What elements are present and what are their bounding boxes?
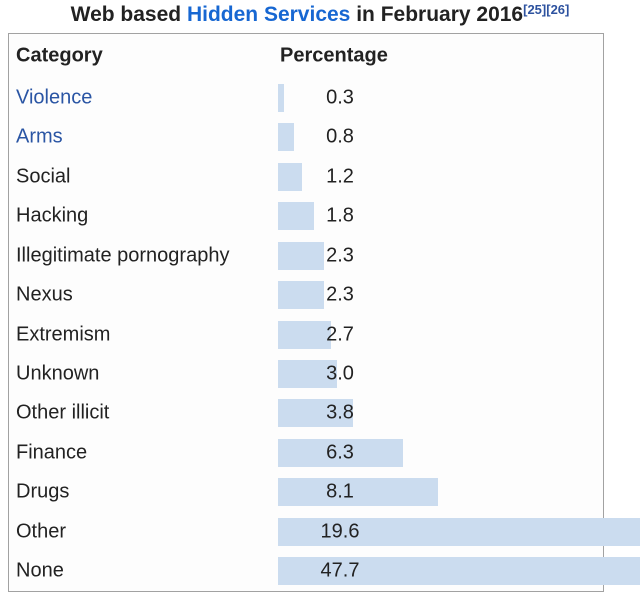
table-row: Nexus 2.3 bbox=[9, 275, 603, 314]
table-row: Other illicit 3.8 bbox=[9, 394, 603, 433]
category-label: Drugs bbox=[16, 480, 70, 503]
percentage-value: 1.8 bbox=[326, 204, 354, 227]
percentage-bar bbox=[278, 478, 438, 507]
percentage-value: 19.6 bbox=[320, 520, 360, 543]
percentage-bar bbox=[278, 83, 284, 112]
percentage-bar bbox=[278, 162, 302, 191]
category-column-header: Category bbox=[16, 44, 103, 67]
category-label: Finance bbox=[16, 441, 88, 464]
percentage-bar bbox=[278, 438, 403, 467]
category-label: None bbox=[16, 559, 64, 582]
hidden-services-link[interactable]: Hidden Services bbox=[186, 3, 351, 26]
category-link[interactable]: Violence bbox=[16, 86, 93, 109]
percentage-bar bbox=[278, 399, 353, 428]
category-label: Unknown bbox=[16, 362, 100, 385]
percentage-value: 2.3 bbox=[326, 283, 354, 306]
title-suffix: in February 2016 bbox=[350, 3, 524, 26]
percentage-bar bbox=[278, 123, 294, 152]
percentage-value: 3.0 bbox=[326, 362, 354, 385]
hidden-services-table: Category Percentage Violence 0.3 Arms 0.… bbox=[8, 33, 640, 592]
percentage-bar bbox=[278, 202, 314, 231]
category-label: Illegitimate pornography bbox=[16, 244, 230, 267]
percentage-bar bbox=[278, 281, 324, 310]
percentage-column-header: Percentage bbox=[280, 44, 388, 67]
percentage-bar bbox=[278, 360, 337, 389]
percentage-value: 47.7 bbox=[320, 559, 360, 582]
table-body: Violence 0.3 Arms 0.8 Social 1.2 Hacking… bbox=[9, 78, 640, 591]
percentage-value: 1.2 bbox=[326, 165, 354, 188]
percentage-value: 0.3 bbox=[326, 86, 354, 109]
table-row: None 47.7 bbox=[9, 552, 640, 591]
table-row: Violence 0.3 bbox=[9, 78, 603, 117]
table-row: Extremism 2.7 bbox=[9, 315, 603, 354]
percentage-bar bbox=[278, 557, 640, 586]
percentage-bar bbox=[278, 320, 331, 349]
percentage-value: 3.8 bbox=[326, 401, 354, 424]
table-row: Social 1.2 bbox=[9, 157, 603, 196]
ref-25-link[interactable]: [25] bbox=[523, 2, 547, 17]
category-link[interactable]: Arms bbox=[16, 125, 63, 148]
title-prefix: Web based bbox=[70, 3, 187, 26]
percentage-value: 2.7 bbox=[326, 323, 354, 346]
category-label: Extremism bbox=[16, 323, 111, 346]
category-label: Hacking bbox=[16, 204, 89, 227]
category-label: Other bbox=[16, 520, 67, 543]
table-row: Arms 0.8 bbox=[9, 117, 603, 156]
percentage-bar bbox=[278, 517, 640, 546]
table-row: Drugs 8.1 bbox=[9, 473, 603, 512]
table-row: Illegitimate pornography 2.3 bbox=[9, 236, 603, 275]
category-label: Nexus bbox=[16, 283, 73, 306]
percentage-value: 0.8 bbox=[326, 125, 354, 148]
table-row: Unknown 3.0 bbox=[9, 354, 603, 393]
reference-superscripts: [25][26] bbox=[523, 2, 569, 17]
percentage-value: 8.1 bbox=[326, 480, 354, 503]
table-row: Hacking 1.8 bbox=[9, 196, 603, 235]
percentage-value: 6.3 bbox=[326, 441, 354, 464]
table-row: Finance 6.3 bbox=[9, 433, 603, 472]
category-label: Other illicit bbox=[16, 401, 110, 424]
percentage-bar bbox=[278, 241, 324, 270]
table-header-row: Category Percentage bbox=[9, 34, 603, 78]
percentage-value: 2.3 bbox=[326, 244, 354, 267]
ref-26-link[interactable]: [26] bbox=[546, 2, 570, 17]
table-row: Other 19.6 bbox=[9, 512, 640, 551]
category-label: Social bbox=[16, 165, 71, 188]
chart-title: Web based Hidden Services in February 20… bbox=[0, 3, 640, 27]
